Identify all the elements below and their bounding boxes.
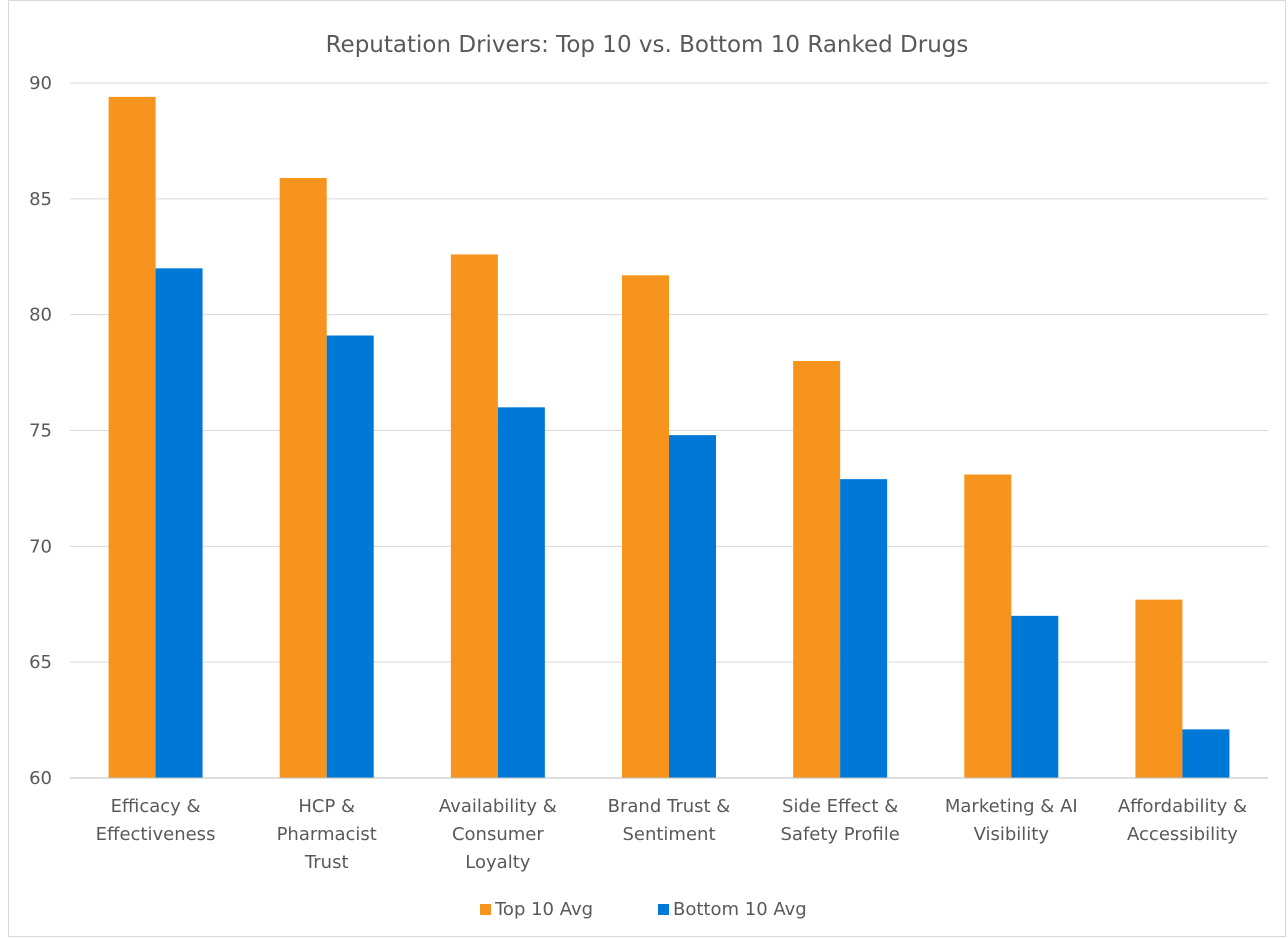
bar-bottom-10 — [1011, 615, 1059, 778]
legend: Top 10 Avg Bottom 10 Avg — [480, 899, 807, 920]
bar-bottom-10 — [840, 479, 888, 778]
bars — [108, 96, 1230, 778]
y-tick-label: 70 — [29, 536, 52, 557]
bar-bottom-10 — [497, 407, 545, 778]
x-category-label: HCP & — [298, 796, 355, 817]
bar-top-10 — [279, 177, 327, 778]
x-category-label: Efficacy & — [111, 796, 201, 817]
x-category-label: Availability & — [439, 796, 557, 817]
x-category-label: Sentiment — [622, 824, 715, 845]
x-axis-categories: Efficacy & Effectiveness HCP & Pharmacist Tr… — [96, 796, 1247, 873]
bar-top-10 — [108, 96, 156, 778]
legend-label: Bottom 10 Avg — [673, 899, 807, 920]
bar-top-10 — [622, 275, 669, 778]
y-tick-label: 65 — [29, 652, 52, 673]
gridlines — [70, 82, 1268, 663]
x-category-label: Consumer — [452, 824, 544, 845]
x-category-label: Loyalty — [465, 852, 530, 873]
bar-top-10 — [964, 474, 1012, 778]
bar-bottom-10 — [1182, 729, 1230, 778]
x-category-label: Affordability & — [1118, 796, 1247, 817]
legend-label: Top 10 Avg — [494, 899, 593, 920]
bar-bottom-10 — [155, 268, 203, 778]
y-tick-label: 60 — [29, 768, 52, 789]
bar-top-10 — [793, 361, 841, 778]
x-category-label: Brand Trust & — [608, 796, 731, 817]
x-category-label: Safety Profile — [781, 824, 900, 845]
bar-top-10 — [450, 254, 498, 778]
legend-swatch — [480, 904, 491, 915]
x-category-label: Trust — [304, 852, 349, 873]
y-tick-label: 75 — [29, 421, 52, 442]
legend-swatch — [658, 904, 669, 915]
chart-title: Reputation Drivers: Top 10 vs. Bottom 10… — [326, 32, 969, 58]
y-tick-label: 80 — [29, 305, 52, 326]
y-tick-label: 90 — [29, 73, 52, 94]
x-category-label: Visibility — [974, 824, 1050, 845]
x-category-label: Effectiveness — [96, 824, 216, 845]
x-category-label: Side Effect & — [782, 796, 898, 817]
y-tick-label: 85 — [29, 189, 52, 210]
x-category-label: Pharmacist — [277, 824, 377, 845]
bar-top-10 — [1135, 599, 1183, 778]
bar-bottom-10 — [669, 435, 716, 778]
x-category-label: Accessibility — [1127, 824, 1238, 845]
x-category-label: Marketing & AI — [945, 796, 1078, 817]
bar-bottom-10 — [326, 335, 374, 778]
y-axis-ticks: 60 65 70 75 80 85 90 — [29, 73, 52, 789]
